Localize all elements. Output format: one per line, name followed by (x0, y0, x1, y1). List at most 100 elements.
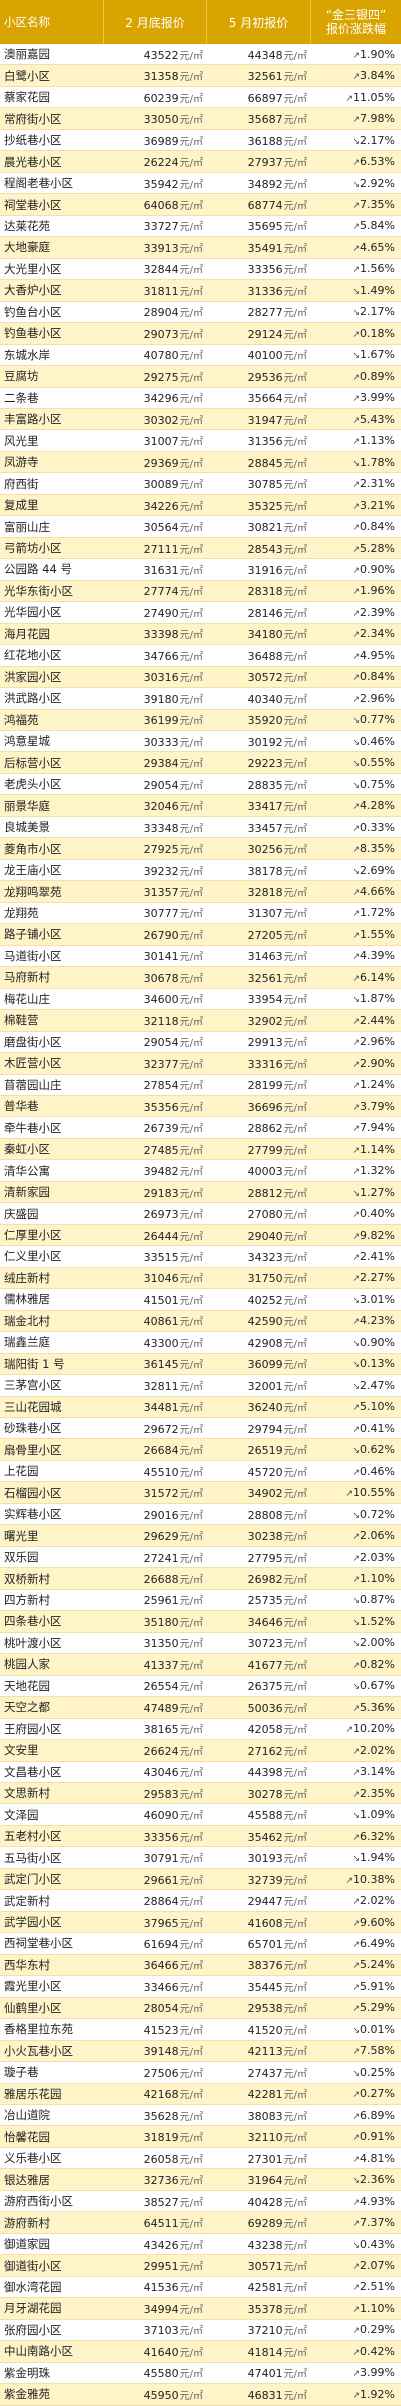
feb-price: 34766 (143, 649, 179, 663)
price-unit: 元/㎡ (283, 1360, 307, 1372)
feb-price: 31046 (143, 1272, 179, 1286)
may-price-cell: 27080元/㎡ (207, 1206, 311, 1221)
price-unit: 元/㎡ (179, 1811, 203, 1823)
table-row: 常府街小区 33050元/㎡ 35687元/㎡ ↗7.98% (0, 108, 401, 130)
may-price-cell: 40428元/㎡ (207, 2194, 311, 2209)
price-change-value: 4.93% (360, 2194, 395, 2208)
table-row: 磨盘街小区 29054元/㎡ 29913元/㎡ ↗2.96% (0, 1031, 401, 1054)
may-price: 42908 (247, 1336, 283, 1350)
up-arrow-icon: ↗ (352, 1961, 361, 1972)
price-change-cell: ↘0.46% (311, 735, 401, 748)
up-arrow-icon: ↗ (352, 1532, 361, 1543)
down-arrow-icon: ↘ (352, 1617, 361, 1628)
price-unit: 元/㎡ (179, 179, 203, 191)
may-price-cell: 42113元/㎡ (207, 2043, 311, 2058)
up-arrow-icon: ↗ (352, 1982, 361, 1993)
price-change-cell: ↗2.51% (311, 2280, 401, 2293)
may-price: 27205 (247, 928, 283, 942)
feb-price: 33050 (143, 113, 179, 127)
price-unit: 元/㎡ (179, 1403, 203, 1415)
feb-price-cell: 30302元/㎡ (104, 412, 207, 427)
feb-price: 31631 (143, 563, 179, 577)
may-price-cell: 33316元/㎡ (207, 1056, 311, 1071)
price-unit: 元/㎡ (179, 1467, 203, 1479)
table-row: 游府新村 64511元/㎡ 69289元/㎡ ↗7.37% (0, 2212, 401, 2234)
table-row: 文安里 26624元/㎡ 27162元/㎡ ↗2.02% (0, 1740, 401, 1762)
price-unit: 元/㎡ (179, 72, 203, 84)
price-change-cell: ↗4.23% (311, 1314, 401, 1327)
community-name: 庆盛园 (4, 1206, 39, 1221)
feb-price: 32811 (143, 1379, 179, 1393)
up-arrow-icon: ↗ (352, 1252, 361, 1263)
feb-price: 26624 (143, 1744, 179, 1758)
feb-price-cell: 45950元/㎡ (104, 2387, 207, 2402)
price-change-value: 0.33% (360, 820, 395, 834)
community-name: 四条巷小区 (4, 1614, 62, 1629)
table-row: 仁义里小区 33515元/㎡ 34323元/㎡ ↗2.41% (0, 1246, 401, 1268)
price-unit: 元/㎡ (179, 544, 203, 556)
price-unit: 元/㎡ (179, 2154, 203, 2166)
may-price-cell: 29913元/㎡ (207, 1034, 311, 1049)
price-unit: 元/㎡ (283, 1510, 307, 1522)
community-name: 良城美景 (4, 820, 50, 835)
price-unit: 元/㎡ (283, 1145, 307, 1157)
price-unit: 元/㎡ (179, 565, 203, 577)
price-unit: 元/㎡ (179, 1746, 203, 1758)
may-price-cell: 50036元/㎡ (207, 1700, 311, 1715)
price-change-cell: ↗1.13% (311, 434, 401, 447)
table-row: 菱角市小区 27925元/㎡ 30256元/㎡ ↗8.35% (0, 838, 401, 860)
table-row: 达莱花苑 33727元/㎡ 35695元/㎡ ↗5.84% (0, 215, 401, 238)
feb-price: 28864 (143, 1895, 179, 1909)
price-change-cell: ↗1.92% (311, 2388, 401, 2401)
up-arrow-icon: ↗ (352, 651, 361, 662)
may-price-cell: 31356元/㎡ (207, 433, 311, 448)
up-arrow-icon: ↗ (352, 2197, 361, 2208)
price-change-value: 0.67% (360, 1679, 395, 1693)
price-unit: 元/㎡ (179, 1617, 203, 1629)
feb-price-cell: 31358元/㎡ (104, 68, 207, 83)
may-price: 42113 (247, 2045, 283, 2059)
price-change-cell: ↘0.72% (311, 1508, 401, 1521)
community-name: 复成里 (4, 498, 39, 513)
may-price-cell: 28199元/㎡ (207, 1077, 311, 1092)
may-price-cell: 28543元/㎡ (207, 541, 311, 556)
feb-price: 46090 (143, 1809, 179, 1823)
header-price-change: “金三银四” 报价涨跌幅 (311, 0, 401, 44)
feb-price-cell: 30564元/㎡ (104, 519, 207, 534)
community-name: 达莱花苑 (4, 218, 50, 233)
price-unit: 元/㎡ (179, 2090, 203, 2102)
price-unit: 元/㎡ (179, 1703, 203, 1715)
price-unit: 元/㎡ (283, 737, 307, 749)
table-row: 程阁老巷小区 35942元/㎡ 34892元/㎡ ↘2.92% (0, 172, 401, 195)
may-price-cell: 46831元/㎡ (207, 2387, 311, 2402)
table-row: 木匠营小区 32377元/㎡ 33316元/㎡ ↗2.90% (0, 1053, 401, 1075)
up-arrow-icon: ↗ (352, 2219, 361, 2230)
feb-price-cell: 33913元/㎡ (104, 240, 207, 255)
down-arrow-icon: ↘ (352, 351, 361, 362)
feb-price-cell: 28904元/㎡ (104, 304, 207, 319)
feb-price: 32118 (143, 1014, 179, 1028)
table-row: 五老村小区 33356元/㎡ 35462元/㎡ ↗6.32% (0, 1825, 401, 1848)
feb-price: 64068 (143, 199, 179, 213)
price-change-cell: ↗9.60% (311, 1916, 401, 1929)
price-change-value: 1.27% (360, 1185, 395, 1199)
price-change-value: 2.34% (360, 627, 395, 641)
price-change-value: 6.32% (360, 1829, 395, 1843)
feb-price: 32736 (143, 2174, 179, 2188)
table-row: 四方新村 25961元/㎡ 25735元/㎡ ↘0.87% (0, 1589, 401, 1612)
price-change-cell: ↘0.87% (311, 1593, 401, 1606)
price-change-cell: ↗3.14% (311, 1765, 401, 1778)
up-arrow-icon: ↗ (352, 2004, 361, 2015)
price-unit: 元/㎡ (283, 243, 307, 255)
price-unit: 元/㎡ (179, 802, 203, 814)
down-arrow-icon: ↘ (352, 1446, 361, 1457)
table-row: 仁厚里小区 26444元/㎡ 29040元/㎡ ↗9.82% (0, 1224, 401, 1247)
may-price-cell: 41608元/㎡ (207, 1915, 311, 1930)
up-arrow-icon: ↗ (345, 93, 354, 104)
price-unit: 元/㎡ (283, 1918, 307, 1930)
may-price: 27437 (247, 2066, 283, 2080)
table-row: 四条巷小区 35180元/㎡ 34646元/㎡ ↘1.52% (0, 1611, 401, 1633)
table-row: 石榴园小区 31572元/㎡ 34902元/㎡ ↗10.55% (0, 1482, 401, 1504)
price-unit: 元/㎡ (179, 995, 203, 1007)
may-price-cell: 26982元/㎡ (207, 1571, 311, 1586)
